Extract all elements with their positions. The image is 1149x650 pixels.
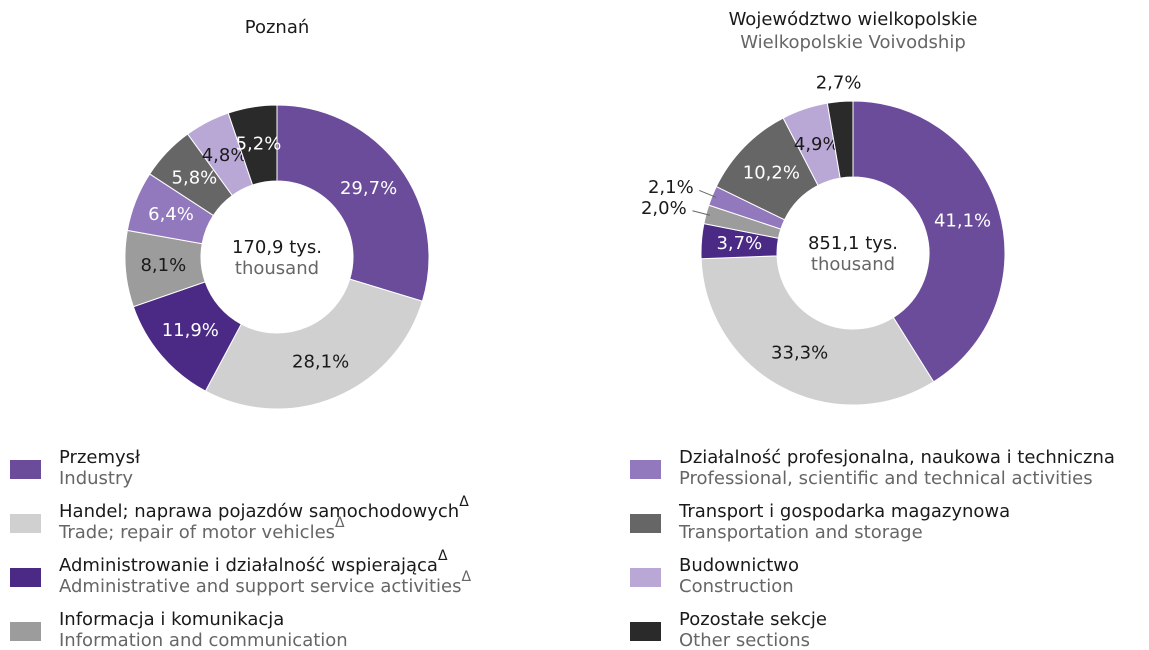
legend-name: Administrowanie i działalność wspierając… xyxy=(59,555,438,576)
legend-note-mark: Δ xyxy=(459,494,469,510)
legend-label-en: Other sections xyxy=(679,630,810,650)
donut-slice xyxy=(227,104,278,186)
legend-swatch xyxy=(10,460,41,479)
center-label: 170,9 tys. xyxy=(232,237,322,258)
data-label: 33,3% xyxy=(771,343,828,364)
legend-note-mark: Δ xyxy=(438,548,448,564)
legend-label-en: Professional, scientific and technical a… xyxy=(679,468,1093,489)
legend-swatch xyxy=(630,622,661,641)
legend-name-en: Information and communication xyxy=(59,630,348,650)
legend-label: Informacja i komunikacja xyxy=(59,609,284,630)
data-label: 5,8% xyxy=(172,167,218,188)
legend-note-mark: Δ xyxy=(462,569,472,585)
legend-name: Przemysł xyxy=(59,447,141,468)
legend-label: Administrowanie i działalność wspierając… xyxy=(59,548,448,576)
legend-label-en: Administrative and support service activ… xyxy=(59,569,472,597)
legend-swatch xyxy=(630,514,661,533)
center-label-en: thousand xyxy=(235,258,319,279)
legend-name-en: Trade; repair of motor vehicles xyxy=(58,522,335,543)
legend-label: Działalność profesjonalna, naukowa i tec… xyxy=(679,447,1115,468)
data-label: 2,0% xyxy=(641,198,687,219)
legend-label-en: Industry xyxy=(59,468,133,489)
data-label: 4,8% xyxy=(202,145,248,166)
data-label: 8,1% xyxy=(140,255,186,276)
data-label: 29,7% xyxy=(340,178,397,199)
data-label: 28,1% xyxy=(292,351,349,372)
legend-swatch xyxy=(630,568,661,587)
legend-name: Transport i gospodarka magazynowa xyxy=(678,501,1010,522)
legend-label: Przemysł xyxy=(59,447,141,468)
data-label: 11,9% xyxy=(162,320,219,341)
donut-slice xyxy=(204,278,424,410)
legend-name: Działalność profesjonalna, naukowa i tec… xyxy=(679,447,1115,468)
legend-label-en: Transportation and storage xyxy=(678,522,923,543)
data-label: 41,1% xyxy=(934,211,991,232)
data-label: 6,4% xyxy=(148,204,194,225)
data-label: 2,1% xyxy=(648,177,694,198)
legend-swatch xyxy=(630,460,661,479)
legend-name: Pozostałe sekcje xyxy=(679,609,827,630)
legend-name-en: Administrative and support service activ… xyxy=(59,576,462,597)
legend-swatch xyxy=(10,622,41,641)
data-label: 2,7% xyxy=(816,73,862,94)
legend-name-en: Other sections xyxy=(679,630,810,650)
donut-slice xyxy=(276,104,430,302)
leader-line xyxy=(699,189,717,198)
data-label: 3,7% xyxy=(716,233,762,254)
legend-label: Pozostałe sekcje xyxy=(679,609,827,630)
legend-label-en: Information and communication xyxy=(59,630,348,650)
legend-swatch xyxy=(10,514,41,533)
legend-name-en: Construction xyxy=(679,576,794,597)
chart-title: Poznań xyxy=(245,17,310,38)
legend-label: Budownictwo xyxy=(679,555,799,576)
data-label: 4,9% xyxy=(794,134,840,155)
center-label: 851,1 tys. xyxy=(808,233,898,254)
data-label: 10,2% xyxy=(743,162,800,183)
legend-label-en: Trade; repair of motor vehiclesΔ xyxy=(58,515,345,543)
legend-label-en: Construction xyxy=(679,576,794,597)
leader-line xyxy=(692,210,711,216)
chart-subtitle: Wielkopolskie Voivodship xyxy=(740,32,966,53)
donut-slice xyxy=(852,100,1006,383)
legend-name: Informacja i komunikacja xyxy=(59,609,284,630)
legend-name-en: Industry xyxy=(59,468,133,489)
donut-slice xyxy=(826,100,854,179)
legend-label: Handel; naprawa pojazdów samochodowychΔ xyxy=(59,494,469,522)
legend-note-mark: Δ xyxy=(335,515,345,531)
legend-name-en: Professional, scientific and technical a… xyxy=(679,468,1093,489)
donut-slice xyxy=(700,255,935,406)
center-label-en: thousand xyxy=(811,254,895,275)
legend-name: Budownictwo xyxy=(679,555,799,576)
legend-swatch xyxy=(10,568,41,587)
legend-label: Transport i gospodarka magazynowa xyxy=(678,501,1010,522)
legend-name-en: Transportation and storage xyxy=(678,522,923,543)
data-label: 5,2% xyxy=(236,134,282,155)
chart-title: Województwo wielkopolskie xyxy=(729,9,978,30)
legend-name: Handel; naprawa pojazdów samochodowych xyxy=(59,501,459,522)
